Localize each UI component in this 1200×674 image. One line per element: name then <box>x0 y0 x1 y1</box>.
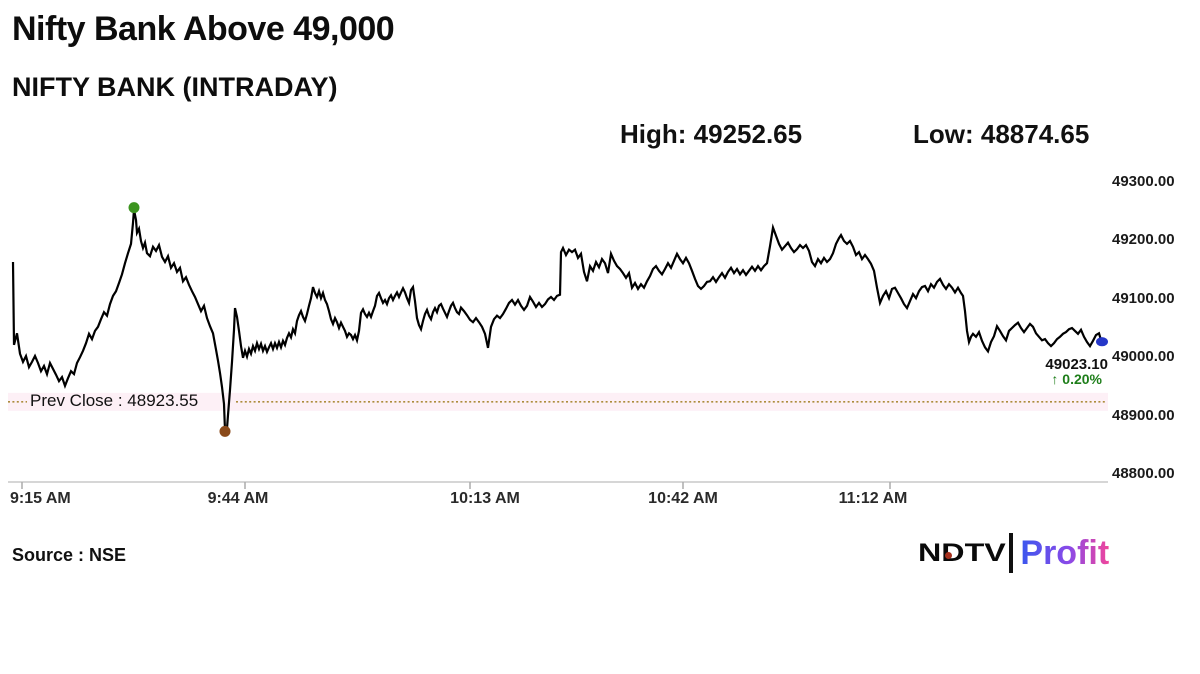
x-axis-label: 9:44 AM <box>207 490 269 507</box>
y-axis-label: 49300.00 <box>1112 173 1175 190</box>
x-axis-label: 10:13 AM <box>450 490 520 507</box>
x-axis-label: 9:15 AM <box>10 490 71 507</box>
page-title: Nifty Bank Above 49,000 <box>12 10 395 48</box>
low-value-label: Low: 48874.65 <box>913 119 1090 149</box>
logo-divider <box>1009 533 1014 573</box>
y-axis-label: 49200.00 <box>1112 231 1175 249</box>
ndtv-text: NDTV <box>918 538 1006 567</box>
y-axis-label: 48800.00 <box>1112 465 1175 482</box>
low-marker <box>219 425 231 437</box>
last-price-annotation: 49023.10 <box>1045 356 1108 373</box>
x-axis-label: 10:42 AM <box>648 490 718 507</box>
chart-subtitle: NIFTY BANK (INTRADAY) <box>12 72 338 102</box>
price-line <box>11 209 1104 433</box>
last-marker <box>1096 337 1108 347</box>
source-label: Source : NSE <box>12 545 127 565</box>
y-axis-label: 49000.00 <box>1112 348 1175 366</box>
high-value-label: High: 49252.65 <box>620 119 803 149</box>
ndtv-red-dot-icon <box>945 552 952 559</box>
x-axis-label: 11:12 AM <box>838 490 908 507</box>
high-marker <box>128 202 140 214</box>
change-percent-annotation: ↑ 0.20% <box>1051 371 1102 387</box>
ndtv-profit-logo: NDTV Profit <box>918 531 1109 575</box>
prev-close-annotation: Prev Close : 48923.55 <box>30 391 199 410</box>
y-axis-label: 48900.00 <box>1112 406 1175 424</box>
profit-wordmark: Profit <box>1020 533 1110 572</box>
ndtv-wordmark: NDTV <box>918 535 1006 571</box>
y-axis-label: 49100.00 <box>1112 289 1175 307</box>
